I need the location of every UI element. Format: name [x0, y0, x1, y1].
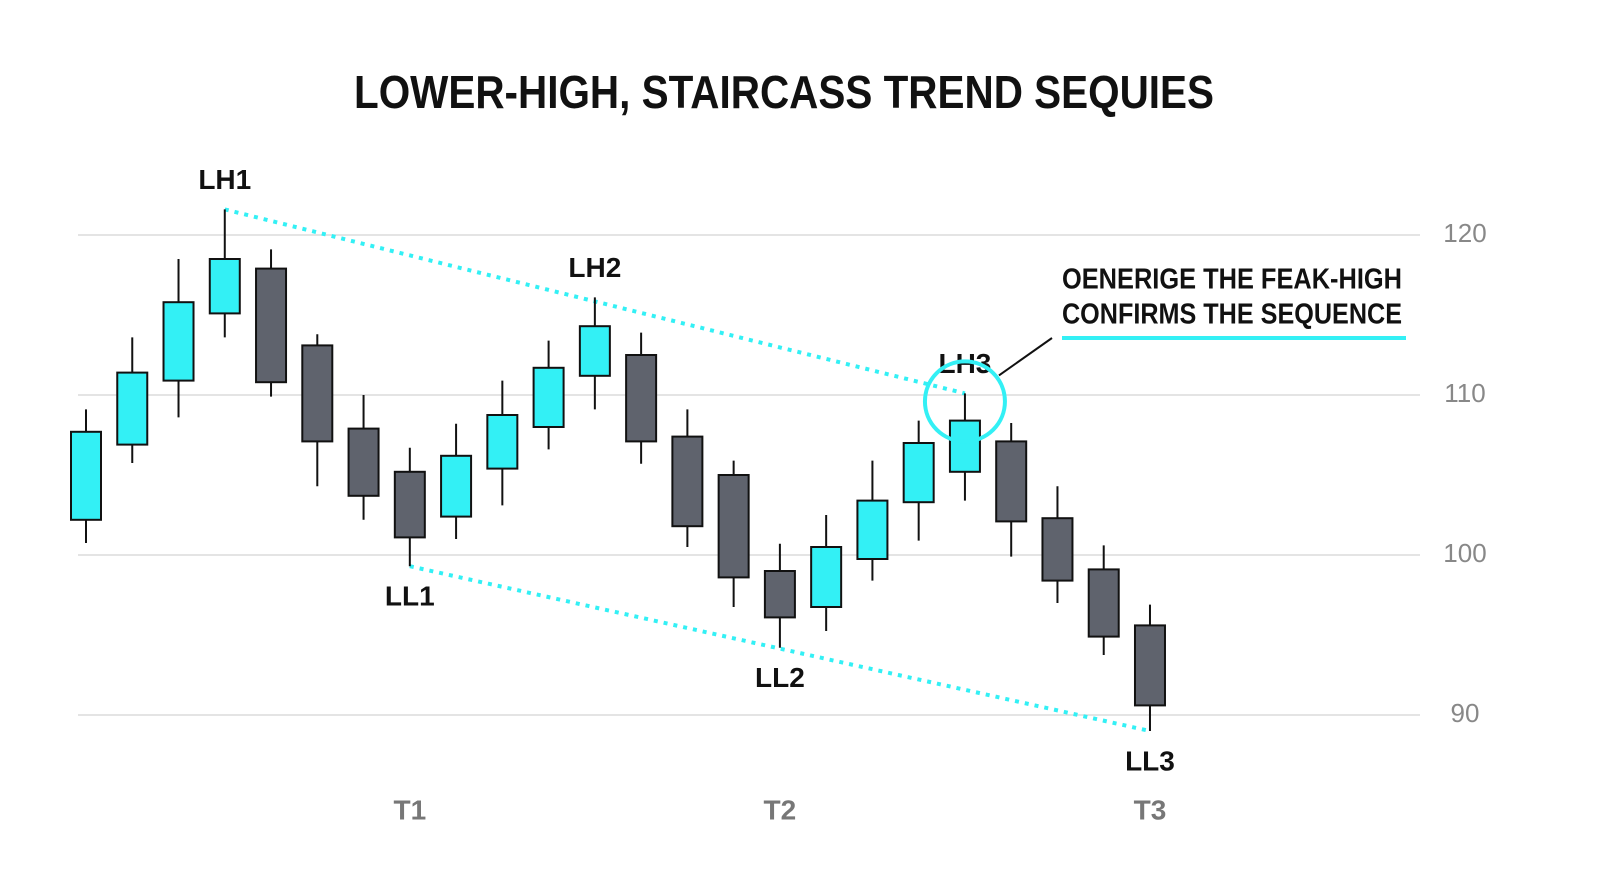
swing-label: LH1 — [198, 164, 251, 195]
candle-body — [1041, 517, 1074, 582]
chart-title: LOWER-HIGH, STAIRCASS TREND SEQUIES — [354, 66, 1214, 118]
candle-body — [856, 499, 889, 561]
swing-label: LH2 — [568, 252, 621, 283]
candle-body — [393, 470, 426, 539]
candle-body — [208, 258, 241, 315]
callout-text: CONFIRMS THE SEQUENCE — [1062, 299, 1402, 331]
candle-body — [810, 546, 843, 608]
y-tick-label: 90 — [1451, 698, 1480, 728]
candle-body — [995, 440, 1028, 523]
candle-body — [116, 371, 149, 446]
candle-body — [440, 454, 473, 518]
candle-body — [948, 419, 981, 473]
candle-body — [1133, 624, 1166, 707]
candle-body — [1087, 568, 1120, 638]
candle-body — [532, 366, 565, 428]
callout-pointer — [998, 337, 1053, 377]
y-tick-label: 110 — [1444, 378, 1485, 408]
y-tick-label: 100 — [1443, 538, 1486, 568]
candle-body — [255, 267, 288, 384]
swing-label: LL3 — [1125, 745, 1175, 776]
candle-body — [763, 570, 796, 619]
trend-line — [409, 564, 1151, 733]
candle-body — [717, 474, 750, 579]
x-tick-label: T3 — [1134, 794, 1167, 825]
candle-body — [162, 301, 195, 382]
candle-body — [486, 414, 519, 470]
highlight-circle — [922, 359, 1007, 444]
swing-label: LL2 — [755, 662, 805, 693]
callout-text: OENERIGE THE FEAK-HIGH — [1062, 264, 1402, 296]
candle-body — [625, 354, 658, 443]
x-tick-label: T2 — [764, 794, 797, 825]
y-tick-label: 120 — [1443, 218, 1486, 248]
candle-body — [347, 427, 380, 497]
candle-body — [70, 430, 102, 521]
candle-body — [578, 325, 611, 377]
candle-body — [301, 344, 334, 443]
candle-body — [671, 435, 704, 528]
candle-body — [902, 442, 935, 504]
x-tick-label: T1 — [393, 794, 426, 825]
swing-label: LL1 — [385, 581, 435, 612]
